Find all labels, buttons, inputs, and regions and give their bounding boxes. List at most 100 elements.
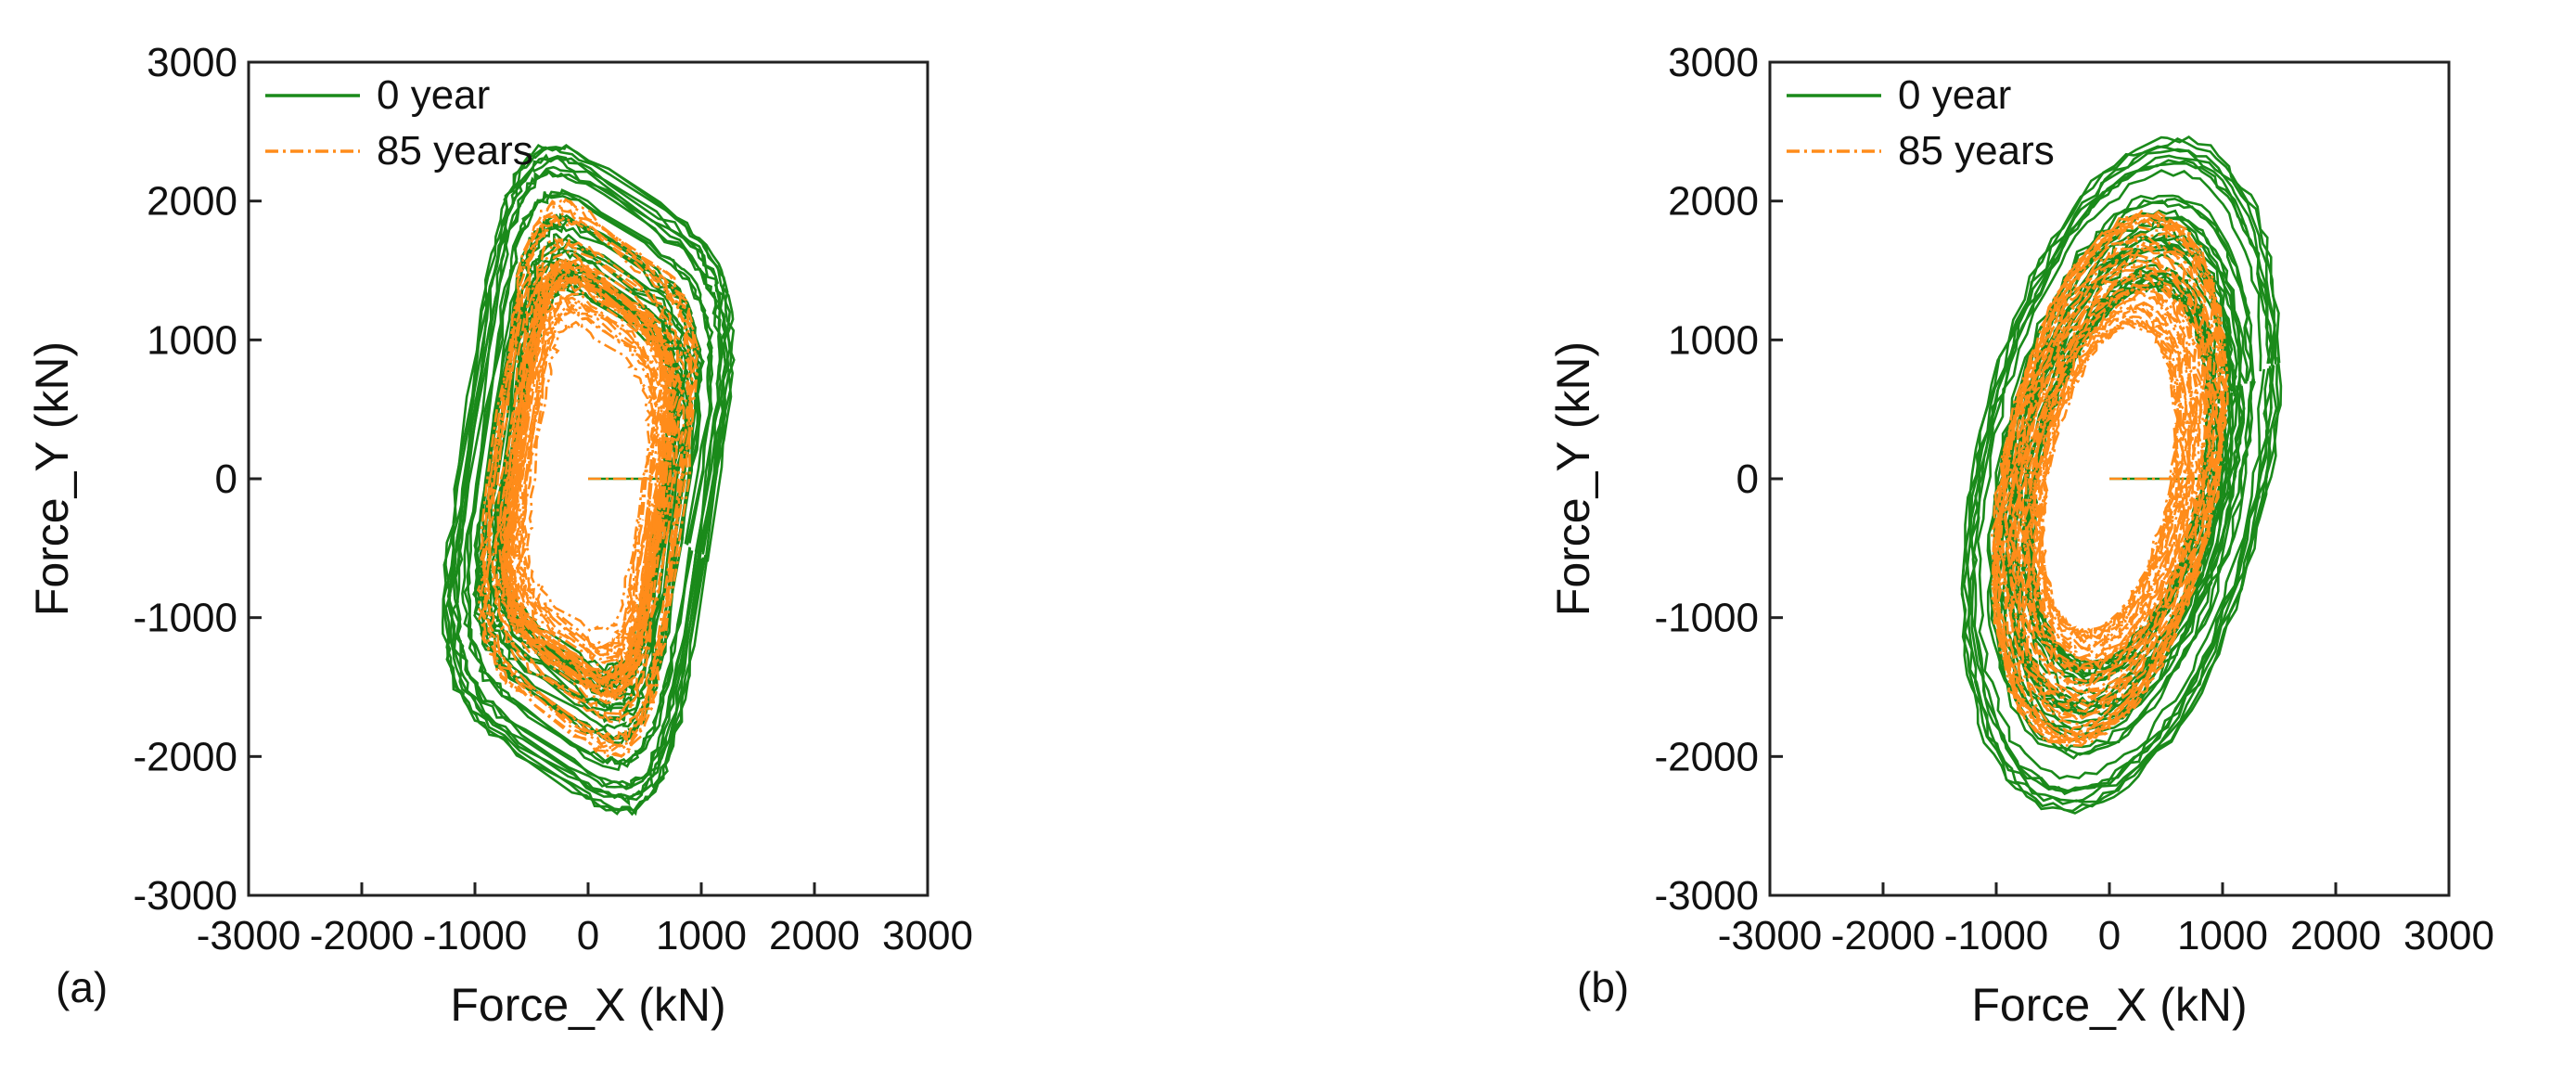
hysteresis-loop <box>525 319 653 633</box>
x-tick-label: 1000 <box>2177 913 2268 958</box>
chart-panel-a: -3000 -2000 -1000 0 1000 2000 3000-3000-2000-1… <box>26 40 973 1031</box>
panel-label: (b) <box>1577 963 1629 1011</box>
hysteresis-loop <box>2020 266 2221 686</box>
series-eighty-five-years <box>1990 209 2230 747</box>
hysteresis-loop <box>1996 225 2224 736</box>
hysteresis-loop <box>506 273 671 685</box>
x-tick-label: -2000 <box>310 913 415 958</box>
hysteresis-loop <box>2007 247 2215 715</box>
hysteresis-loop <box>1966 148 2276 803</box>
hysteresis-loop <box>2028 301 2188 661</box>
hysteresis-loop <box>484 217 693 742</box>
legend-label: 0 year <box>1898 72 2011 118</box>
hysteresis-loop <box>2017 270 2199 686</box>
x-tick-label: 0 <box>577 913 599 958</box>
hysteresis-loop <box>2037 317 2182 641</box>
hysteresis-loop <box>2005 232 2236 719</box>
hysteresis-loop <box>2032 307 2185 650</box>
y-tick-label: -2000 <box>1654 734 1759 779</box>
y-tick-label: -2000 <box>133 734 237 779</box>
y-tick-label: 3000 <box>147 40 237 85</box>
hysteresis-loop <box>500 257 676 703</box>
hysteresis-loop <box>496 251 680 705</box>
hysteresis-loop <box>1996 212 2247 738</box>
x-tick-label: -3000 <box>1718 913 1823 958</box>
hysteresis-loop <box>441 143 736 816</box>
chart-panel-b: -3000 -2000 -1000 0 1000 2000 3000-3000-2000-1… <box>1547 40 2494 1031</box>
x-tick-label: -1000 <box>1944 913 2049 958</box>
series-eighty-five-years <box>476 198 700 760</box>
hysteresis-loop <box>1971 159 2274 792</box>
hysteresis-loop <box>442 144 736 816</box>
panel-label: (a) <box>56 963 108 1011</box>
y-tick-label: -1000 <box>1654 596 1759 641</box>
hysteresis-loop <box>483 213 693 744</box>
hysteresis-loop <box>506 275 670 683</box>
hysteresis-loop <box>517 299 660 657</box>
legend-label: 85 years <box>377 128 533 174</box>
y-tick-label: 2000 <box>1668 179 1759 225</box>
hysteresis-loop <box>477 198 699 760</box>
hysteresis-loop <box>504 266 673 689</box>
x-tick-label: 2000 <box>2290 913 2381 958</box>
hysteresis-loop <box>446 156 727 801</box>
x-tick-label: 1000 <box>656 913 747 958</box>
hysteresis-loop <box>2029 297 2191 660</box>
hysteresis-loop <box>478 223 698 729</box>
hysteresis-loop <box>1960 135 2283 815</box>
hysteresis-loop <box>1990 212 2230 745</box>
hysteresis-loop <box>480 205 698 754</box>
x-tick-label: 3000 <box>882 913 973 958</box>
hysteresis-loop <box>503 264 674 693</box>
hysteresis-loop <box>461 188 714 772</box>
x-tick-label: 0 <box>2098 913 2121 958</box>
x-tick-label: -3000 <box>197 913 301 958</box>
x-tick-label: 2000 <box>769 913 860 958</box>
legend: 0 year 85 years <box>1787 72 2055 174</box>
plot-area <box>441 143 736 816</box>
hysteresis-loop <box>447 156 728 800</box>
hysteresis-loop <box>1968 161 2272 793</box>
y-tick-label: 0 <box>215 456 237 502</box>
y-tick-label: 0 <box>1737 456 1759 502</box>
hysteresis-loop <box>1992 213 2228 741</box>
hysteresis-loop <box>2037 320 2182 639</box>
legend-label: 0 year <box>377 72 490 118</box>
x-tick-label: 3000 <box>2403 913 2494 958</box>
hysteresis-loop <box>494 239 684 716</box>
hysteresis-loop <box>1962 145 2278 805</box>
hysteresis-loop <box>2014 266 2204 694</box>
y-tick-label: 2000 <box>147 179 237 225</box>
hysteresis-loop <box>1997 231 2221 727</box>
y-tick-label: -3000 <box>1654 873 1759 919</box>
hysteresis-loop <box>505 272 671 683</box>
y-tick-label: -1000 <box>133 596 237 641</box>
hysteresis-loop <box>2022 282 2198 674</box>
y-axis-label: Force_Y (kN) <box>1547 341 1599 616</box>
y-tick-label: 1000 <box>1668 317 1759 363</box>
hysteresis-loop <box>515 296 663 661</box>
y-tick-label: -3000 <box>133 873 237 919</box>
x-axis-label: Force_X (kN) <box>450 979 725 1031</box>
legend: 0 year 85 years <box>265 72 533 174</box>
y-axis-label: Force_Y (kN) <box>26 341 78 616</box>
series-zero-year <box>1960 135 2283 815</box>
hysteresis-loop <box>1992 213 2226 741</box>
hysteresis-loop <box>2002 238 2216 723</box>
y-tick-label: 3000 <box>1668 40 1759 85</box>
hysteresis-loop <box>519 305 655 650</box>
hysteresis-loop <box>466 190 713 766</box>
hysteresis-loop <box>483 215 693 745</box>
x-axis-label: Force_X (kN) <box>1971 979 2247 1031</box>
hysteresis-loop <box>2032 303 2187 652</box>
y-tick-label: 1000 <box>147 317 237 363</box>
hysteresis-loop <box>455 170 723 788</box>
plot-area <box>1960 135 2283 815</box>
hysteresis-loop <box>1976 169 2265 780</box>
x-tick-label: -2000 <box>1831 913 1936 958</box>
legend-label: 85 years <box>1898 128 2055 174</box>
x-tick-label: -1000 <box>423 913 528 958</box>
hysteresis-loop <box>493 238 686 719</box>
hysteresis-loop <box>491 238 686 725</box>
